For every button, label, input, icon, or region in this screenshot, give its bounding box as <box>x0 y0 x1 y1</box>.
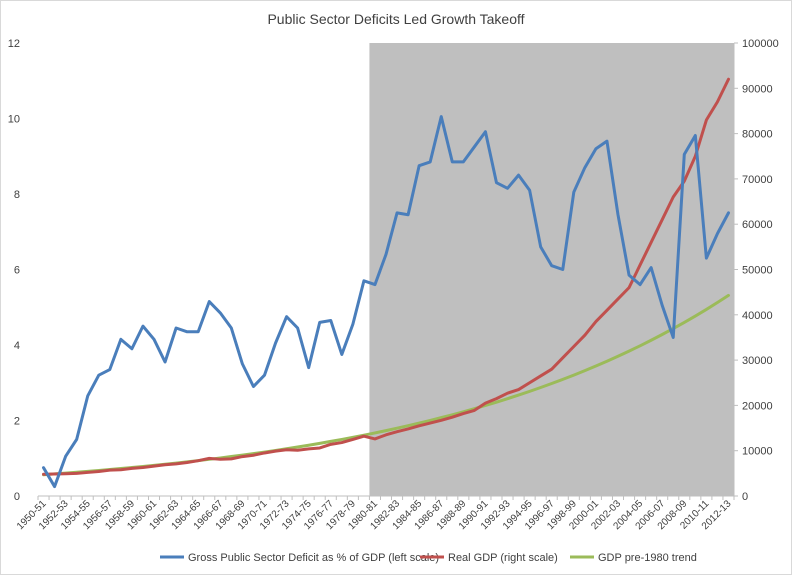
shaded-region <box>369 43 734 496</box>
y-right-tick-label: 60000 <box>742 219 773 231</box>
chart-title: Public Sector Deficits Led Growth Takeof… <box>267 11 524 27</box>
y-left-tick-label: 0 <box>14 491 20 503</box>
series-line-gross-public-sector-deficit-as-of-gdp-left-scale <box>42 115 730 489</box>
y-right-tick-label: 70000 <box>742 174 773 186</box>
series-layer <box>42 77 730 489</box>
series-line-real-gdp-right-scale <box>42 77 730 476</box>
y-left-tick-label: 12 <box>8 38 20 50</box>
y-right-tick-label: 10000 <box>742 446 773 458</box>
y-right-tick-label: 90000 <box>742 83 773 95</box>
shaded-region-layer <box>369 43 734 496</box>
y-left-tick-label: 8 <box>14 189 20 201</box>
y-left-tick-label: 4 <box>14 340 20 352</box>
legend-label: Real GDP (right scale) <box>448 552 558 564</box>
y-left-tick-label: 2 <box>14 416 20 428</box>
y-left-tick-label: 10 <box>8 114 20 126</box>
y-right-tick-label: 100000 <box>742 38 779 50</box>
y-right-tick-label: 20000 <box>742 400 773 412</box>
legend-label: GDP pre-1980 trend <box>598 552 697 564</box>
y-left-tick-label: 6 <box>14 265 20 277</box>
y-right-tick-label: 80000 <box>742 129 773 141</box>
y-right-tick-label: 30000 <box>742 355 773 367</box>
legend-label: Gross Public Sector Deficit as % of GDP … <box>188 552 439 564</box>
legend: Gross Public Sector Deficit as % of GDP … <box>160 552 697 564</box>
y-right-tick-label: 40000 <box>742 310 773 322</box>
y-right-tick-label: 50000 <box>742 265 773 277</box>
y-right-tick-label: 0 <box>742 491 748 503</box>
